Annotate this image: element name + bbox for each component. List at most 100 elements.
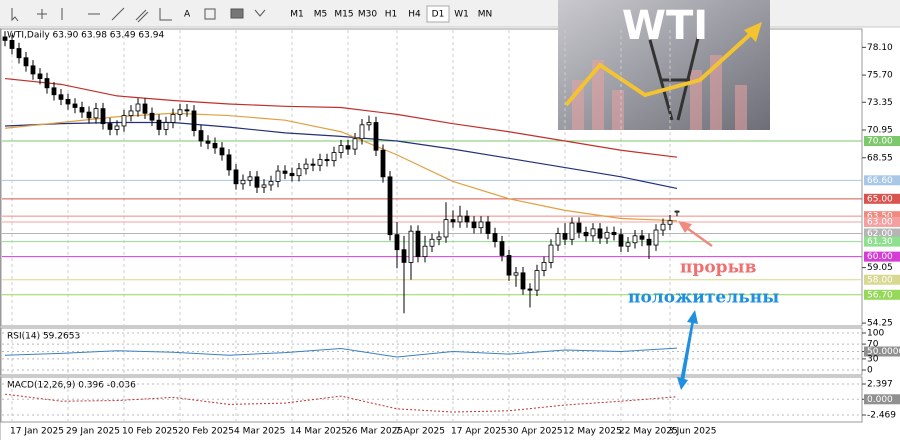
level-box	[864, 228, 900, 239]
timeframe-button[interactable]: MN	[478, 10, 493, 20]
trendline-icon[interactable]	[111, 7, 125, 21]
level-label: 65.00	[867, 194, 893, 204]
y-tick-label: 2.397	[867, 380, 893, 390]
annotation-arrow	[683, 224, 713, 248]
level-label: 63.50	[867, 212, 893, 222]
more-icon[interactable]	[254, 9, 266, 17]
candle-body	[352, 138, 358, 150]
candle-body	[37, 73, 43, 79]
timeframe-button[interactable]: M5	[314, 10, 328, 20]
timeframe-button[interactable]: H4	[408, 10, 421, 20]
level-label: 63.00	[867, 217, 893, 227]
candle-body	[191, 110, 197, 131]
candle-body	[513, 272, 519, 276]
annotation-arrow-head	[687, 310, 698, 324]
candle-body	[597, 228, 603, 239]
x-tick-label: 3 Jun 2025	[668, 427, 716, 437]
timeframe-button[interactable]: M15	[334, 10, 353, 20]
banner-rig	[648, 29, 702, 121]
timeframe-button[interactable]: M30	[358, 10, 377, 20]
candle-body	[366, 122, 372, 126]
candle-body	[394, 234, 400, 251]
cursor-icon[interactable]	[11, 8, 19, 22]
candle-body	[590, 228, 596, 237]
candle-body	[492, 233, 498, 242]
level-label: 66.60	[867, 176, 893, 186]
candle-body	[667, 220, 673, 225]
candle-body	[576, 222, 582, 233]
candle-body	[639, 235, 645, 240]
x-tick-label: 17 Jan 2025	[10, 427, 64, 437]
timeframe-button[interactable]: D1	[432, 10, 445, 20]
candle-body	[219, 147, 225, 156]
fibo-icon[interactable]	[159, 8, 172, 21]
candle-body	[520, 272, 526, 290]
y-tick-label: 59.05	[867, 263, 893, 273]
level-label: 61.30	[867, 237, 893, 247]
y-tick-label: 70.95	[867, 126, 893, 136]
x-tick-label: 7 Apr 2025	[395, 427, 445, 437]
y-tick-label: 54.25	[867, 319, 893, 329]
candle-body	[408, 230, 414, 263]
level-box	[864, 211, 900, 222]
y-tick-label: 75.70	[867, 71, 893, 81]
crosshair-icon[interactable]	[37, 9, 47, 19]
value-box	[864, 346, 900, 357]
candle-body	[100, 108, 106, 125]
level-label: 60.00	[867, 252, 893, 262]
timeframe-button[interactable]: W1	[454, 10, 469, 20]
candle-body	[79, 107, 85, 113]
level-box	[864, 175, 900, 186]
x-tick-label: 12 May 2025	[563, 427, 622, 437]
annotation-arrow	[681, 319, 695, 381]
candle-body	[240, 179, 246, 185]
moving-average	[4, 77, 678, 158]
label-icon[interactable]	[204, 8, 216, 20]
timeframe-button[interactable]: M1	[290, 10, 304, 20]
candle-body	[268, 181, 274, 186]
level-label: 56.70	[867, 290, 893, 300]
candle-body	[261, 184, 267, 188]
banner: WTI	[558, 0, 770, 130]
candle-body	[128, 110, 134, 116]
shape-icon[interactable]	[230, 8, 244, 19]
y-tick-label: 78.10	[867, 43, 893, 53]
candle-body	[485, 221, 491, 234]
candle-body	[464, 215, 470, 223]
candle-body	[548, 244, 554, 263]
annotation: прорыв	[680, 258, 757, 278]
text-icon[interactable]: A	[184, 10, 191, 20]
candle-body	[184, 109, 190, 112]
candle-body	[338, 145, 344, 153]
candle-body	[562, 233, 568, 240]
candle-body	[555, 233, 561, 246]
banner-title: WTI	[622, 3, 708, 49]
annotation-arrow-head	[677, 377, 688, 390]
candle-body	[51, 87, 57, 96]
candle-body	[499, 241, 505, 256]
panel-header: MACD(12,26,9) 0.396 -0.036	[7, 381, 136, 391]
candle-body	[72, 103, 78, 108]
y-tick-label: 0	[867, 366, 873, 376]
y-tick-label: 70	[867, 340, 879, 350]
candle-body	[247, 176, 253, 181]
candle-body	[345, 145, 351, 150]
candle-body	[282, 170, 288, 174]
annotation-arrow-head	[678, 221, 692, 233]
candle-body	[317, 159, 323, 166]
x-tick-label: 30 Apr 2025	[507, 427, 563, 437]
candle-body	[142, 103, 148, 114]
timeframe-button[interactable]: H1	[385, 10, 398, 20]
candle-body	[44, 78, 50, 89]
candle-body	[583, 231, 589, 237]
indicator-line	[4, 393, 678, 413]
channel-icon[interactable]	[135, 9, 149, 23]
candle-body	[450, 219, 456, 223]
level-box	[864, 251, 900, 262]
level-box	[864, 216, 900, 227]
candle-body	[254, 176, 260, 188]
candle-body	[289, 172, 295, 177]
candle-body	[212, 142, 218, 149]
x-tick-label: 29 Jan 2025	[66, 427, 120, 437]
candle-body	[58, 94, 64, 100]
